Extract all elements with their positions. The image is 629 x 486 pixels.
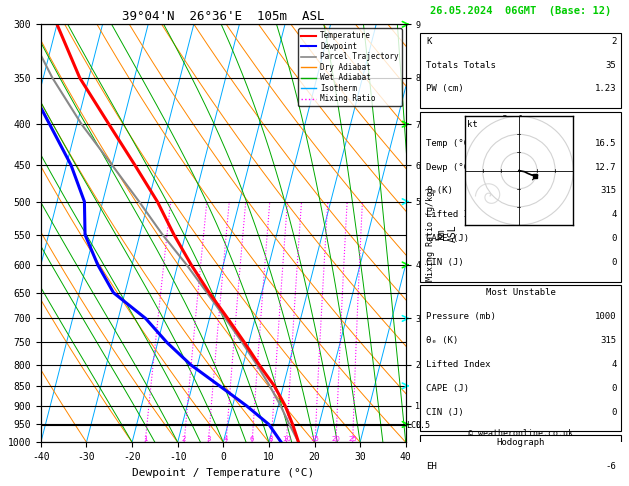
Text: 1.23: 1.23 [595, 85, 616, 93]
Bar [420, 435, 621, 486]
Text: CIN (J): CIN (J) [426, 408, 464, 417]
Text: -6: -6 [606, 462, 616, 471]
Text: θₑ(K): θₑ(K) [426, 187, 454, 195]
Text: Dewp (°C): Dewp (°C) [426, 163, 475, 172]
Text: 12.7: 12.7 [595, 163, 616, 172]
Text: 20: 20 [331, 436, 340, 442]
Title: 39°04'N  26°36'E  105m  ASL: 39°04'N 26°36'E 105m ASL [122, 10, 325, 23]
Text: 26.05.2024  06GMT  (Base: 12): 26.05.2024 06GMT (Base: 12) [430, 6, 611, 16]
Text: 315: 315 [601, 336, 616, 345]
Text: CAPE (J): CAPE (J) [426, 234, 469, 243]
Text: Lifted Index: Lifted Index [426, 210, 491, 219]
Text: © weatheronline.co.uk: © weatheronline.co.uk [468, 429, 573, 438]
Y-axis label: hPa: hPa [0, 223, 2, 243]
Text: 10: 10 [282, 436, 291, 442]
Legend: Temperature, Dewpoint, Parcel Trajectory, Dry Adiabat, Wet Adiabat, Isotherm, Mi: Temperature, Dewpoint, Parcel Trajectory… [298, 28, 402, 106]
Text: Mixing Ratio (g/kg): Mixing Ratio (g/kg) [426, 186, 435, 281]
Text: 16.5: 16.5 [595, 139, 616, 148]
X-axis label: Dewpoint / Temperature (°C): Dewpoint / Temperature (°C) [132, 468, 314, 478]
Text: CIN (J): CIN (J) [426, 258, 464, 267]
Bar [420, 285, 621, 432]
Text: Hodograph: Hodograph [496, 438, 545, 447]
Text: θₑ (K): θₑ (K) [426, 336, 459, 345]
Text: kt: kt [467, 120, 477, 128]
Text: 315: 315 [601, 187, 616, 195]
Text: Most Unstable: Most Unstable [486, 289, 555, 297]
Bar [420, 34, 621, 108]
Text: 25: 25 [348, 436, 357, 442]
Text: Temp (°C): Temp (°C) [426, 139, 475, 148]
Text: Totals Totals: Totals Totals [426, 61, 496, 69]
Text: Pressure (mb): Pressure (mb) [426, 312, 496, 321]
Text: 6: 6 [250, 436, 254, 442]
Text: 0: 0 [611, 258, 616, 267]
Text: 2: 2 [611, 37, 616, 46]
Text: 3: 3 [206, 436, 211, 442]
Text: 1: 1 [143, 436, 147, 442]
Text: 0: 0 [611, 408, 616, 417]
Text: 35: 35 [606, 61, 616, 69]
Text: EH: EH [426, 462, 437, 471]
Text: PW (cm): PW (cm) [426, 85, 464, 93]
Text: LCL: LCL [406, 421, 421, 430]
Text: 1000: 1000 [595, 312, 616, 321]
Bar [420, 112, 621, 282]
Text: 0: 0 [611, 384, 616, 393]
Text: 4: 4 [611, 360, 616, 369]
Text: 4: 4 [611, 210, 616, 219]
Text: Surface: Surface [502, 115, 539, 124]
Y-axis label: km
ASL: km ASL [436, 225, 457, 242]
Text: K: K [426, 37, 432, 46]
Text: 15: 15 [311, 436, 320, 442]
Text: CAPE (J): CAPE (J) [426, 384, 469, 393]
Text: 0: 0 [611, 234, 616, 243]
Text: Lifted Index: Lifted Index [426, 360, 491, 369]
Text: 2: 2 [182, 436, 186, 442]
Text: 4: 4 [224, 436, 228, 442]
Text: 8: 8 [269, 436, 274, 442]
